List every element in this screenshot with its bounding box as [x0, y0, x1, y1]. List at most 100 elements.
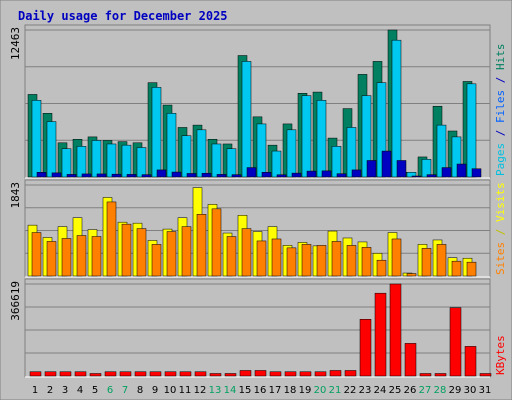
- bar-files-day-3: [61, 148, 72, 178]
- x-tick-label-day-3: 3: [62, 385, 68, 396]
- legend-entry-mid-1: /: [494, 222, 507, 242]
- panel-bottom: 366619 KBytes: [9, 278, 507, 378]
- x-tick-label-day-13: 13: [209, 385, 222, 396]
- bar-pages-day-9: [156, 169, 167, 178]
- bar-kbytes-day-5: [89, 373, 102, 377]
- bar-files-day-23: [361, 95, 372, 178]
- bar-kbytes-day-9: [149, 371, 162, 377]
- x-tick-label-day-21: 21: [329, 385, 342, 396]
- bar-kbytes-day-23: [359, 319, 372, 377]
- bar-sites-day-21: [331, 241, 342, 277]
- bar-pages-day-11: [186, 173, 197, 178]
- bar-kbytes-day-20: [314, 371, 327, 377]
- bar-kbytes-day-21: [329, 370, 342, 377]
- bar-sites-day-6: [106, 201, 117, 277]
- x-tick-label-day-5: 5: [92, 385, 98, 396]
- x-tick-label-day-22: 22: [344, 385, 357, 396]
- bar-files-day-8: [136, 147, 147, 178]
- legend-bottom: KBytes: [494, 335, 507, 375]
- legend-top: Pages / Files / Hits: [494, 44, 507, 177]
- bar-kbytes-day-15: [239, 370, 252, 377]
- bar-pages-day-6: [111, 173, 122, 178]
- bar-kbytes-day-11: [179, 371, 192, 377]
- bar-files-day-15: [241, 61, 252, 178]
- bar-sites-day-11: [181, 226, 192, 277]
- y-max-label-top: 12463: [9, 27, 22, 60]
- y-max-label-mid: 1843: [9, 182, 22, 209]
- bar-sites-day-25: [391, 238, 402, 277]
- x-tick-label-day-20: 20: [314, 385, 327, 396]
- panel-frame-bottom: [24, 278, 491, 378]
- bar-pages-day-8: [141, 174, 152, 178]
- bar-kbytes-day-26: [404, 343, 417, 377]
- bar-files-day-9: [151, 87, 162, 178]
- y-max-label-bottom: 366619: [9, 281, 22, 321]
- bar-files-day-19: [301, 95, 312, 178]
- bar-files-day-12: [196, 129, 207, 178]
- bar-sites-day-22: [346, 245, 357, 277]
- bar-files-day-22: [346, 127, 357, 178]
- bar-pages-day-19: [306, 170, 317, 178]
- bar-files-day-18: [286, 129, 297, 178]
- bar-kbytes-day-14: [224, 373, 237, 377]
- x-tick-label-day-24: 24: [374, 385, 387, 396]
- bar-files-day-25: [391, 39, 402, 178]
- bar-pages-day-20: [321, 170, 332, 178]
- bar-sites-day-17: [271, 238, 282, 277]
- bar-kbytes-day-25: [389, 283, 402, 377]
- bar-sites-day-8: [136, 228, 147, 277]
- bar-sites-day-2: [46, 241, 57, 277]
- bar-sites-day-3: [61, 238, 72, 277]
- x-tick-label-day-6: 6: [107, 385, 113, 396]
- bar-sites-day-12: [196, 214, 207, 277]
- bar-pages-day-15: [246, 167, 257, 178]
- bar-pages-day-27: [426, 174, 437, 178]
- bar-kbytes-day-17: [269, 371, 282, 377]
- bar-files-day-30: [466, 83, 477, 178]
- bar-sites-day-14: [226, 236, 237, 277]
- bar-kbytes-day-18: [284, 371, 297, 377]
- bar-pages-day-26: [411, 175, 422, 178]
- bar-kbytes-day-6: [104, 371, 117, 377]
- bar-sites-day-1: [31, 232, 42, 277]
- bar-pages-day-1: [36, 172, 47, 178]
- bar-sites-day-29: [451, 260, 462, 277]
- bar-files-day-7: [121, 144, 132, 178]
- bar-pages-day-18: [291, 172, 302, 178]
- bar-pages-day-28: [441, 167, 452, 178]
- x-tick-label-day-29: 29: [449, 385, 462, 396]
- legend-entry-top-4: Hits: [494, 44, 507, 71]
- bar-sites-day-13: [211, 208, 222, 277]
- bar-files-day-6: [106, 143, 117, 178]
- bar-pages-day-14: [231, 174, 242, 178]
- bar-kbytes-day-12: [194, 371, 207, 377]
- bar-files-day-27: [421, 159, 432, 178]
- bar-kbytes-day-28: [434, 373, 447, 377]
- bar-sites-day-5: [91, 236, 102, 277]
- bar-pages-day-24: [381, 150, 392, 178]
- x-tick-label-day-8: 8: [137, 385, 143, 396]
- bar-pages-day-30: [471, 168, 482, 178]
- x-tick-label-day-19: 19: [299, 385, 312, 396]
- x-axis-labels: 1 2 3 4 5 6 7 8 9 10 11 12 13 14 15 16 17 18 19 20 21 22 23 24 2…: [32, 385, 492, 396]
- bar-sites-day-9: [151, 244, 162, 277]
- bar-pages-day-3: [66, 174, 77, 178]
- bar-sites-day-30: [466, 261, 477, 277]
- bar-kbytes-day-1: [29, 371, 42, 377]
- bar-pages-day-13: [216, 174, 227, 178]
- bar-sites-day-7: [121, 223, 132, 277]
- bar-files-day-14: [226, 148, 237, 178]
- bar-pages-day-29: [456, 163, 467, 178]
- bar-kbytes-day-24: [374, 292, 387, 377]
- x-tick-label-day-14: 14: [224, 385, 237, 396]
- x-tick-label-day-1: 1: [32, 385, 38, 396]
- x-tick-label-day-15: 15: [239, 385, 252, 396]
- bar-pages-day-21: [336, 173, 347, 178]
- bar-kbytes-day-10: [164, 371, 177, 377]
- bar-sites-day-15: [241, 228, 252, 277]
- x-tick-label-day-27: 27: [419, 385, 432, 396]
- bar-files-day-2: [46, 121, 57, 178]
- bar-kbytes-day-4: [74, 371, 87, 377]
- x-tick-label-day-7: 7: [122, 385, 128, 396]
